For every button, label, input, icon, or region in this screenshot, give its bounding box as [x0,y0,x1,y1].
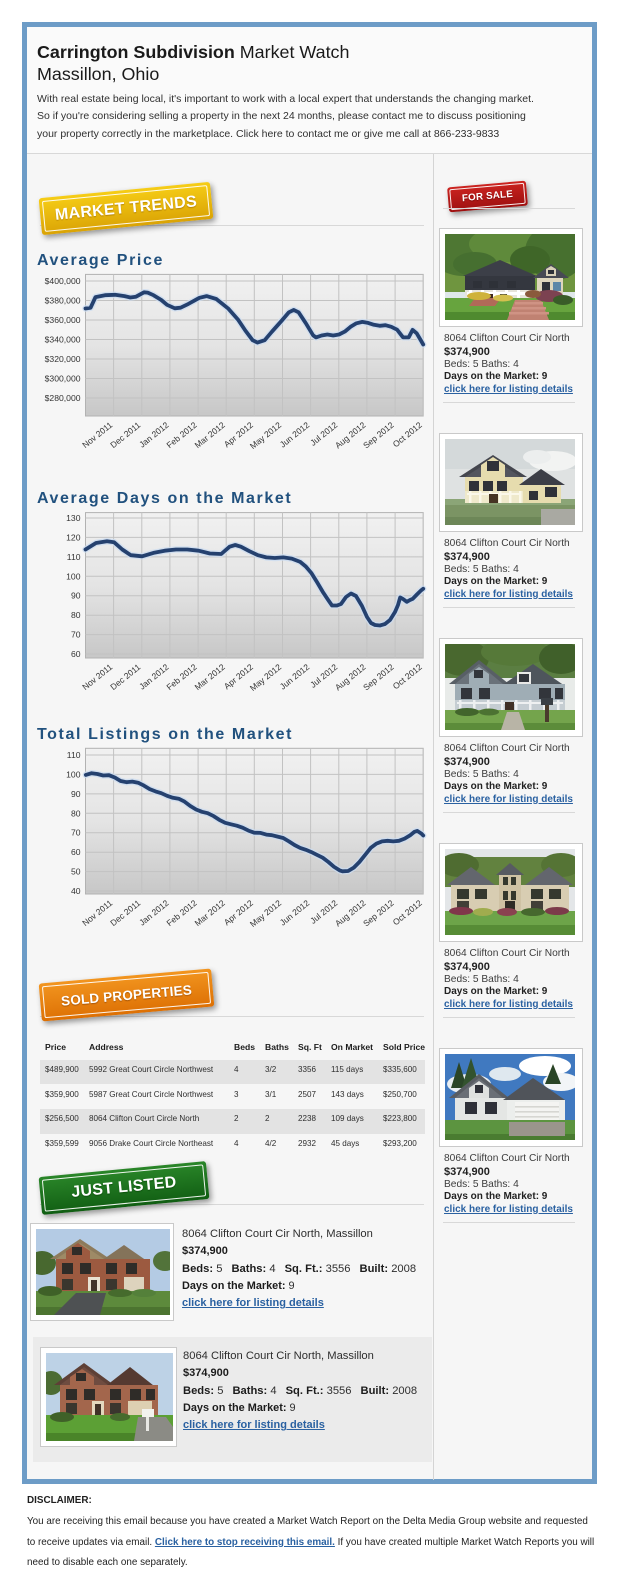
svg-text:90: 90 [71,591,81,601]
svg-text:70: 70 [71,630,81,640]
svg-text:110: 110 [67,750,81,760]
svg-text:$320,000: $320,000 [45,354,81,364]
svg-text:Mar 2012: Mar 2012 [193,662,227,693]
svg-text:70: 70 [71,828,81,838]
svg-text:80: 80 [71,808,81,818]
svg-text:60: 60 [71,847,81,857]
svg-text:40: 40 [71,886,81,896]
svg-text:Dec 2011: Dec 2011 [108,420,142,450]
svg-text:120: 120 [66,532,81,542]
svg-text:Mar 2012: Mar 2012 [193,898,227,929]
svg-text:Mar 2012: Mar 2012 [193,420,227,451]
svg-text:Oct 2012: Oct 2012 [391,662,424,692]
svg-text:60: 60 [71,649,81,659]
svg-text:May 2012: May 2012 [248,898,284,929]
svg-text:100: 100 [66,769,81,779]
svg-text:May 2012: May 2012 [248,420,284,451]
svg-text:Oct 2012: Oct 2012 [391,420,424,450]
svg-text:Feb 2012: Feb 2012 [164,420,198,451]
svg-text:Sep 2012: Sep 2012 [361,898,396,929]
svg-text:$280,000: $280,000 [45,393,81,403]
svg-text:Nov 2011: Nov 2011 [80,420,114,450]
svg-text:Nov 2011: Nov 2011 [80,898,114,928]
svg-text:50: 50 [71,867,81,877]
svg-text:Dec 2011: Dec 2011 [108,662,142,692]
svg-text:$340,000: $340,000 [45,335,81,345]
svg-text:Sep 2012: Sep 2012 [361,662,396,693]
svg-text:130: 130 [66,513,81,523]
svg-text:Dec 2011: Dec 2011 [108,898,142,928]
svg-text:Sep 2012: Sep 2012 [361,420,396,451]
svg-text:110: 110 [67,552,81,562]
svg-text:90: 90 [71,789,81,799]
svg-text:Jun 2012: Jun 2012 [278,898,312,928]
svg-text:80: 80 [71,610,81,620]
svg-text:100: 100 [66,571,81,581]
svg-text:May 2012: May 2012 [248,662,284,693]
svg-text:Jun 2012: Jun 2012 [278,662,312,692]
svg-text:Nov 2011: Nov 2011 [80,662,114,692]
svg-text:$400,000: $400,000 [45,276,81,286]
svg-text:$300,000: $300,000 [45,374,81,384]
svg-text:Feb 2012: Feb 2012 [164,662,198,693]
svg-text:Jun 2012: Jun 2012 [278,420,312,450]
svg-text:$380,000: $380,000 [45,296,81,306]
svg-text:Feb 2012: Feb 2012 [164,898,198,929]
svg-text:$360,000: $360,000 [45,315,81,325]
svg-text:Oct 2012: Oct 2012 [391,898,424,928]
